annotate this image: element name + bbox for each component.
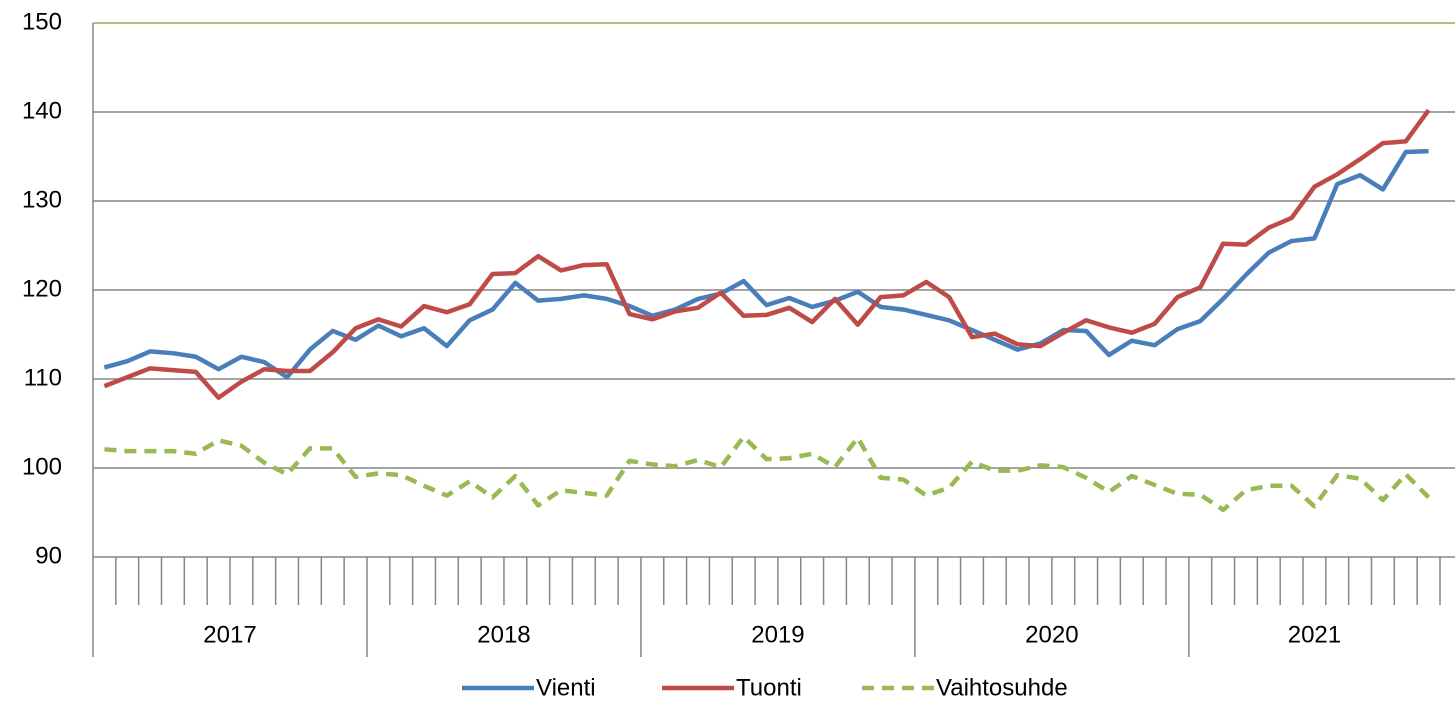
y-tick-label: 120 [22,275,62,302]
x-group-label: 2017 [203,621,256,648]
series-line [104,434,1431,513]
legend-label: Vaihtosuhde [936,674,1068,701]
y-tick-label: 140 [22,97,62,124]
x-group-label: 2018 [477,621,530,648]
series-line [103,108,1431,400]
y-tick-label: 90 [35,542,62,569]
y-tick-label: 130 [22,186,62,213]
x-group-label: 2021 [1288,621,1341,648]
y-tick-label: 110 [24,364,62,391]
y-tick-label: 100 [22,453,62,480]
legend-label: Vienti [536,674,596,701]
series-line [103,148,1429,380]
legend-label: Tuonti [736,674,802,701]
y-tick-label: 150 [22,8,62,35]
x-group-label: 2019 [751,621,804,648]
x-group-label: 2020 [1025,621,1078,648]
